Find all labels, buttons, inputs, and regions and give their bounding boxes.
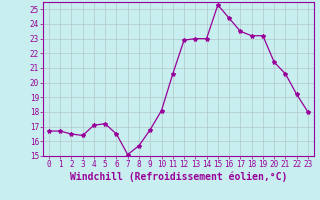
X-axis label: Windchill (Refroidissement éolien,°C): Windchill (Refroidissement éolien,°C) xyxy=(70,172,287,182)
